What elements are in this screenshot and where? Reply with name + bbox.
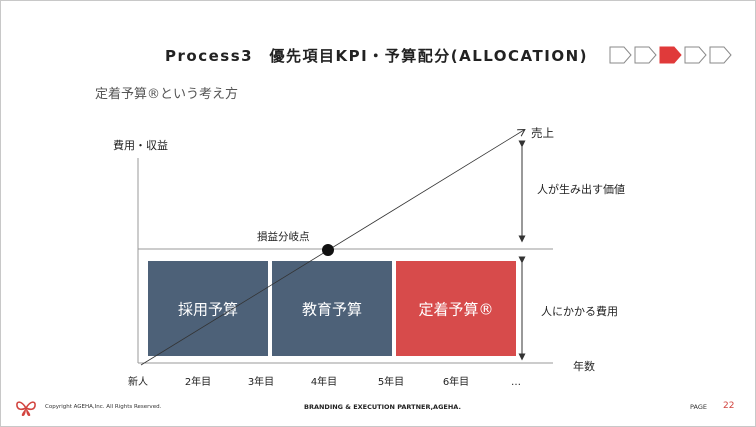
partner-tagline: BRANDING & EXECUTION PARTNER,AGEHA.: [304, 403, 461, 411]
y-axis-label: 費用・収益: [113, 138, 168, 152]
x-axis-label: 年数: [573, 359, 595, 373]
budget-block-3: [396, 261, 516, 356]
progress-step-5: [709, 46, 732, 64]
breakeven-label: 損益分岐点: [257, 230, 310, 243]
x-tick-label: 2年目: [185, 375, 211, 388]
budget-block-label-1: 採用予算: [178, 301, 238, 319]
budget-blocks: 採用予算 教育予算 定着予算®: [148, 261, 516, 356]
budget-block-label-2: 教育予算: [302, 301, 362, 319]
x-tick-label: 新人: [128, 375, 148, 388]
progress-step-3-active: [659, 46, 682, 64]
x-tick-label: 3年目: [248, 375, 274, 388]
ageha-logo-icon: [16, 401, 36, 416]
value-label: 人が生み出す価値: [537, 182, 625, 196]
page-number: 22: [723, 401, 735, 411]
budget-block-2: [272, 261, 392, 356]
progress-step-2: [634, 46, 657, 64]
copyright-text: Copyright AGEHA,Inc. All Rights Reserved…: [45, 404, 162, 410]
x-tick-label: …: [511, 377, 521, 388]
page-title: Process3 優先項目KPI・予算配分(ALLOCATION): [165, 47, 588, 65]
x-tick-label: 5年目: [378, 375, 404, 388]
page-label: PAGE: [690, 403, 707, 411]
x-tick-label: 4年目: [311, 375, 337, 388]
breakeven-point: [322, 244, 334, 256]
sales-label: 売上: [531, 126, 554, 140]
progress-step-4: [684, 46, 707, 64]
process-progress-indicator: [609, 45, 734, 65]
cost-label: 人にかかる費用: [541, 304, 618, 318]
section-subtitle: 定着予算®という考え方: [95, 87, 239, 102]
x-tick-label: 6年目: [443, 375, 469, 388]
budget-block-1: [148, 261, 268, 356]
x-axis-ticks: 新人 2年目 3年目 4年目 5年目 6年目 …: [128, 375, 521, 388]
progress-step-1: [609, 46, 632, 64]
budget-block-label-3: 定着予算®: [418, 301, 493, 319]
